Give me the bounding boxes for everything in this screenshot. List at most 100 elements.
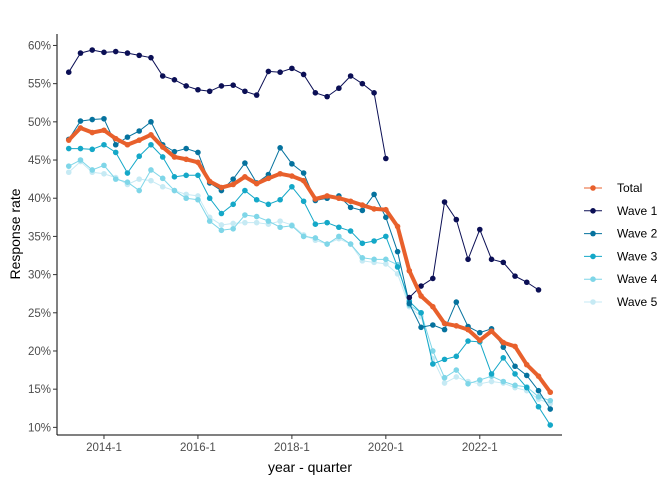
wave-1-point (418, 283, 424, 289)
wave-1-point (265, 68, 272, 75)
legend-swatch-point (590, 230, 596, 237)
wave-4-point (347, 241, 354, 247)
total-point (218, 184, 225, 191)
wave-3-point (465, 338, 471, 344)
total-point (195, 159, 201, 166)
wave-5-point (383, 261, 389, 267)
wave-4-point (277, 224, 283, 231)
y-tick-label: 55% (28, 79, 51, 91)
wave-5-line (68, 161, 551, 405)
wave-2-point (148, 119, 154, 125)
wave-4-point (265, 218, 272, 224)
wave-2-point (359, 207, 366, 214)
legend-label: Wave 4 (617, 272, 658, 286)
wave-4-point (500, 378, 507, 385)
wave-4-point (183, 195, 189, 202)
wave-1-point (101, 49, 107, 56)
y-tick-label: 20% (28, 346, 51, 358)
wave-4-point (324, 241, 330, 247)
total-point (418, 293, 424, 299)
wave-2-point (406, 300, 413, 307)
wave-1-point (183, 83, 189, 89)
wave-1-point (195, 86, 201, 93)
total-point (300, 177, 307, 184)
wave-2-point (547, 406, 554, 412)
total-point (312, 196, 319, 202)
wave-3-point (500, 355, 507, 361)
wave-2-point (371, 191, 377, 198)
wave-1-point (488, 256, 495, 263)
x-tick-label: 2020-1 (368, 442, 404, 454)
total-line (66, 125, 553, 395)
wave-4-point (206, 218, 213, 224)
series-wave-3 (65, 141, 554, 428)
wave-1-point (453, 216, 460, 223)
total-point (242, 174, 248, 180)
y-tick-label: 40% (28, 193, 51, 205)
legend-swatch-point (590, 276, 596, 283)
wave-3-point (89, 146, 96, 153)
wave-4-point (159, 175, 166, 182)
wave-2-point (124, 134, 131, 140)
wave-3-point (441, 356, 448, 363)
total-point (406, 267, 413, 274)
wave-3-point (183, 172, 189, 179)
wave-3-point (77, 145, 84, 152)
wave-1-point (77, 50, 84, 56)
wave-2-point (476, 329, 483, 336)
total-point (289, 173, 295, 179)
wave-5-point (453, 374, 460, 380)
y-tick-label: 50% (28, 117, 51, 129)
wave-1-point (124, 50, 131, 56)
wave-1-point (347, 73, 354, 79)
total-point (359, 202, 366, 208)
wave-3-point (300, 198, 307, 205)
total-point (265, 175, 272, 182)
wave-1-point (65, 69, 72, 75)
total-point (476, 337, 483, 344)
wave-3-point (324, 219, 330, 226)
legend-label: Wave 1 (617, 204, 658, 218)
y-tick-label: 10% (28, 422, 51, 434)
wave-3-point (124, 170, 131, 176)
total-point (383, 206, 389, 213)
wave-1-point (523, 279, 530, 286)
y-tick-label: 25% (28, 308, 51, 320)
legend-label: Wave 2 (617, 227, 658, 241)
total-point (148, 132, 154, 138)
y-tick-label: 30% (28, 270, 51, 282)
wave-1-point (253, 92, 260, 98)
total-point (324, 193, 330, 199)
wave-3-point (148, 141, 154, 148)
wave-2-point (418, 324, 424, 331)
wave-1-point (441, 199, 448, 205)
wave-1-point (336, 85, 342, 92)
wave-4-point (242, 212, 248, 218)
total-point (523, 361, 530, 368)
wave-1-point (159, 73, 166, 79)
legend-item: Wave 4 (584, 272, 658, 286)
legend-swatch-point (590, 299, 596, 305)
wave-3-point (547, 422, 554, 428)
total-point (101, 127, 107, 134)
wave-4-point (383, 256, 389, 263)
y-tick-label: 35% (28, 231, 51, 243)
x-axis-ticks: 2014-1 2016-1 2018-1 2020-1 2022-1 (86, 435, 498, 454)
wave-3-point (312, 221, 319, 227)
total-point (465, 326, 471, 333)
legend-item: Wave 2 (584, 227, 658, 241)
wave-3-point (430, 361, 436, 367)
wave-1-point (277, 69, 283, 75)
total-point (512, 343, 518, 350)
wave-4-point (430, 348, 436, 354)
y-axis-ticks: 10% 15% 20% 25% 30% 35% 40% 45% 50% 55% 60% (28, 40, 57, 434)
wave-3-point (112, 149, 119, 156)
legend-item: Total (584, 181, 642, 195)
wave-1-point (500, 259, 507, 266)
wave-4-point (312, 235, 319, 241)
legend-swatch-point (590, 208, 596, 214)
total-point (124, 141, 131, 148)
wave-4-point (124, 179, 131, 185)
